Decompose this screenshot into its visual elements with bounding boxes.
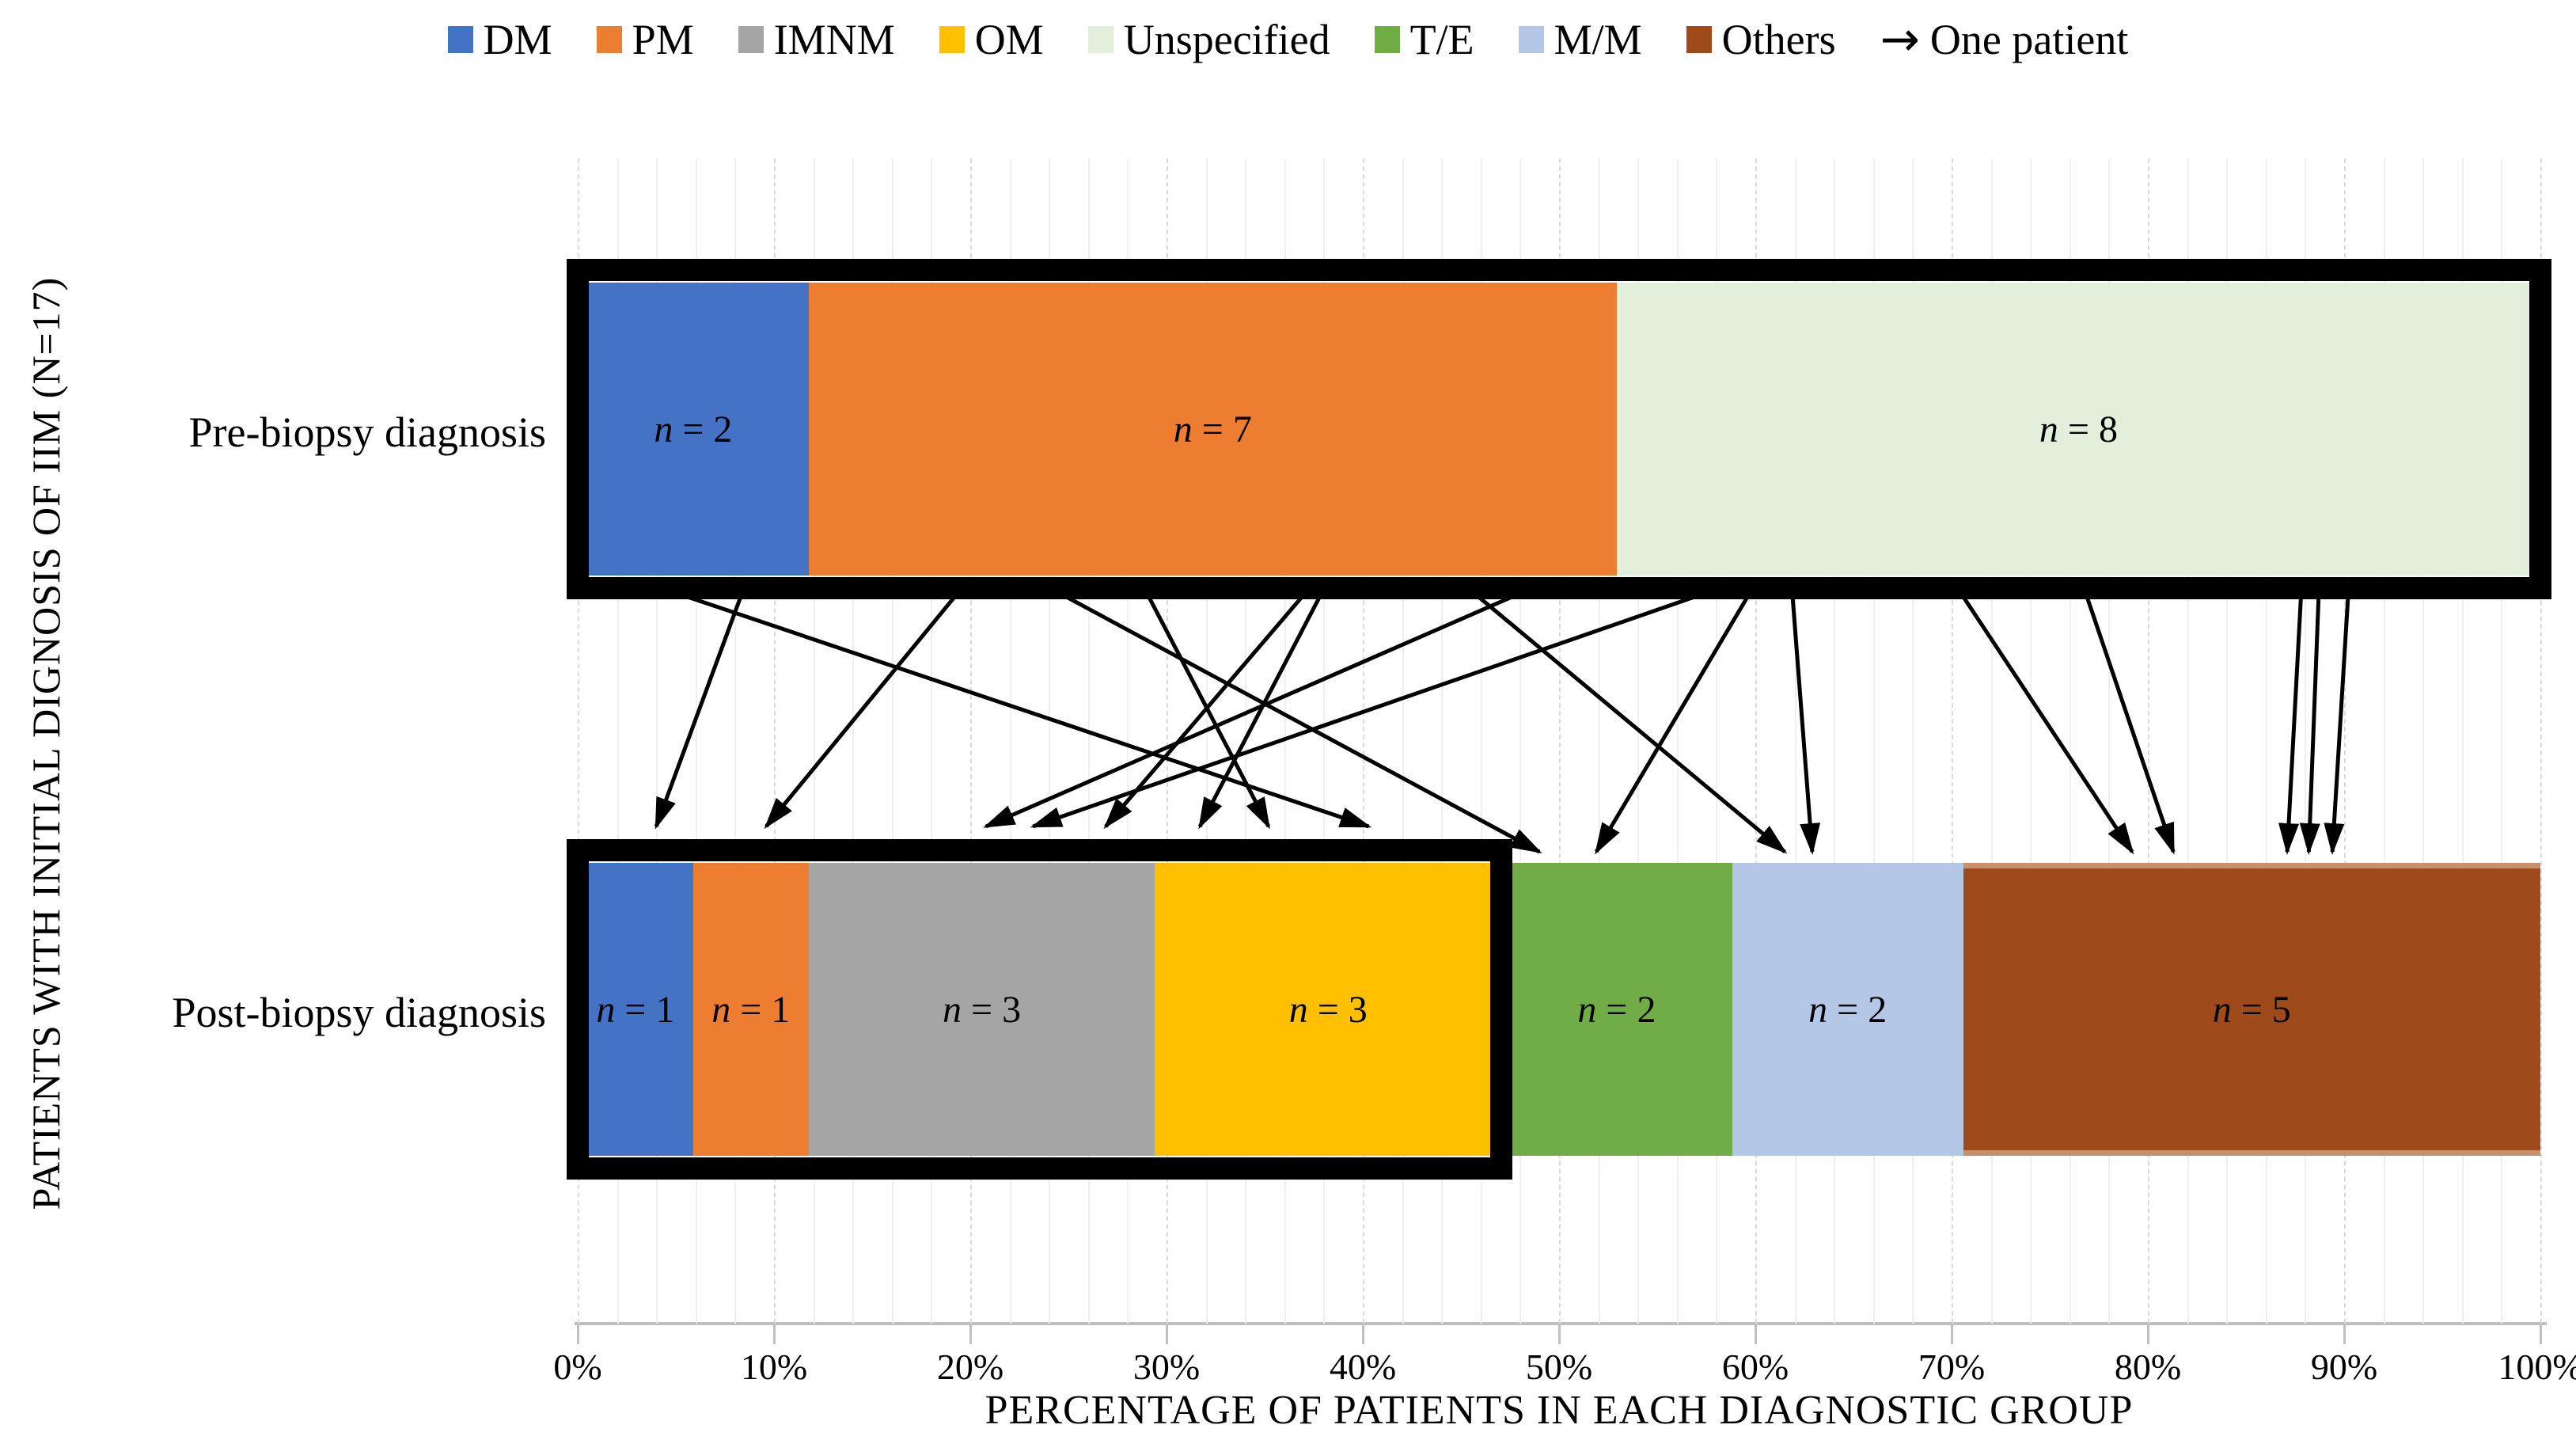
right-arrow-icon: → xyxy=(1880,12,1920,67)
bar-segment-post-dm: n = 1 xyxy=(578,863,693,1156)
legend-swatch-icon xyxy=(1686,26,1712,53)
legend-label: OM xyxy=(974,16,1044,63)
legend-item-imnm: IMNM xyxy=(738,18,895,61)
legend-swatch-icon xyxy=(738,26,764,53)
legend-label: M/M xyxy=(1554,16,1642,63)
legend-label: T/E xyxy=(1409,16,1474,63)
major-gridline xyxy=(1952,158,1953,1324)
legend-label: PM xyxy=(632,16,694,63)
x-axis-tick-label: 100% xyxy=(2498,1347,2576,1387)
x-axis-tick xyxy=(1755,1325,1757,1344)
legend-label: One patient xyxy=(1929,16,2129,63)
x-axis-tick xyxy=(1362,1325,1364,1344)
segment-count-label: n = 3 xyxy=(1288,988,1368,1031)
minor-gridline xyxy=(2383,158,2385,1324)
minor-gridline xyxy=(2461,158,2464,1324)
bar-segment-post-te: n = 2 xyxy=(1501,863,1732,1156)
x-axis-tick-label: 80% xyxy=(2114,1347,2182,1387)
legend-item-pm: PM xyxy=(596,16,694,63)
legend-item-unspecified: Unspecified xyxy=(1087,16,1330,63)
x-axis-tick xyxy=(2343,1325,2346,1344)
segment-count-label: n = 5 xyxy=(2212,988,2291,1031)
bar-segment-pre-unspecified: n = 8 xyxy=(1616,283,2540,576)
x-axis-tick xyxy=(2147,1325,2149,1344)
legend-swatch-icon xyxy=(939,26,965,53)
legend-item-om: OM xyxy=(939,18,1044,61)
legend-label: DM xyxy=(483,16,552,63)
minor-gridline xyxy=(2422,158,2425,1324)
row-label-post-biopsy: Post-biopsy diagnosis xyxy=(172,989,546,1036)
x-axis-tick-label: 40% xyxy=(1329,1347,1397,1387)
x-axis-tick-label: 0% xyxy=(553,1347,602,1387)
x-axis-tick-label: 10% xyxy=(740,1347,808,1387)
x-axis-tick xyxy=(773,1325,776,1344)
x-axis-tick xyxy=(577,1325,579,1344)
minor-gridline xyxy=(616,158,619,1324)
minor-gridline xyxy=(2226,158,2229,1324)
major-gridline xyxy=(578,158,579,1324)
bar-segment-pre-pm: n = 7 xyxy=(808,283,1617,576)
x-axis-tick-label: 30% xyxy=(1132,1347,1201,1387)
legend-item-mm: M/M xyxy=(1518,16,1642,63)
legend-item-one-patient: → One patient xyxy=(1880,16,2129,63)
pre-bar-frame xyxy=(567,259,2551,599)
legend-item-dm: DM xyxy=(447,16,552,63)
bar-segment-pre-dm: n = 2 xyxy=(578,283,809,576)
x-axis-tick-label: 50% xyxy=(1525,1347,1593,1387)
bar-segment-post-imnm: n = 3 xyxy=(808,863,1155,1156)
legend-label: Unspecified xyxy=(1123,16,1330,63)
segment-count-label: n = 2 xyxy=(1577,988,1656,1031)
x-axis-tick xyxy=(1951,1325,1953,1344)
y-axis-title: PATIENTS WITH INITIAL DIGNOSIS OF IIM (N… xyxy=(24,276,68,1210)
x-axis-tick-label: 70% xyxy=(1918,1347,1986,1387)
major-gridline xyxy=(2540,158,2542,1324)
x-axis-tick-label: 90% xyxy=(2310,1347,2378,1387)
segment-count-label: n = 2 xyxy=(1808,988,1887,1031)
x-axis-tick xyxy=(2540,1325,2542,1344)
legend-swatch-icon xyxy=(447,26,473,53)
minor-gridline xyxy=(1834,158,1836,1324)
legend-swatch-icon xyxy=(1087,26,1113,53)
x-axis-title: PERCENTAGE OF PATIENTS IN EACH DIAGNOSTI… xyxy=(984,1388,2134,1433)
segment-count-label: n = 7 xyxy=(1173,408,1252,450)
segment-count-label: n = 1 xyxy=(596,988,675,1031)
x-axis-tick xyxy=(969,1325,972,1344)
minor-gridline xyxy=(2187,158,2189,1324)
legend-label: Others xyxy=(1721,16,1836,63)
x-axis-tick xyxy=(1558,1325,1561,1344)
segment-count-label: n = 1 xyxy=(711,988,791,1031)
legend-swatch-icon xyxy=(1374,26,1400,53)
legend-swatch-icon xyxy=(1518,26,1544,53)
legend-label: IMNM xyxy=(773,16,895,63)
x-axis-tick-label: 60% xyxy=(1721,1347,1789,1387)
x-axis-tick xyxy=(1166,1325,1168,1344)
x-axis-tick-label: 20% xyxy=(936,1347,1004,1387)
x-axis-line xyxy=(575,1322,2547,1325)
minor-gridline xyxy=(2501,158,2503,1324)
bar-segment-post-others: n = 5 xyxy=(1963,863,2540,1156)
row-label-pre-biopsy: Pre-biopsy diagnosis xyxy=(188,408,547,456)
minor-gridline xyxy=(1872,158,1875,1324)
bar-segment-post-mm: n = 2 xyxy=(1732,863,1963,1156)
segment-count-label: n = 3 xyxy=(943,988,1022,1031)
bar-segment-post-om: n = 3 xyxy=(1155,863,1502,1156)
minor-gridline xyxy=(1912,158,1914,1324)
segment-count-label: n = 2 xyxy=(654,408,733,450)
legend-item-others: Others xyxy=(1686,18,1836,61)
bar-segment-post-pm: n = 1 xyxy=(692,863,809,1156)
legend-swatch-icon xyxy=(596,26,622,53)
legend-item-te: T/E xyxy=(1374,16,1474,63)
post-bar-frame xyxy=(567,839,1513,1180)
segment-count-label: n = 8 xyxy=(2039,408,2118,450)
minor-gridline xyxy=(2265,158,2267,1324)
chart-legend: DM PM IMNM OM Unspecified T/E M/M Others → One pa… xyxy=(0,6,2576,73)
minor-gridline xyxy=(2305,158,2307,1324)
